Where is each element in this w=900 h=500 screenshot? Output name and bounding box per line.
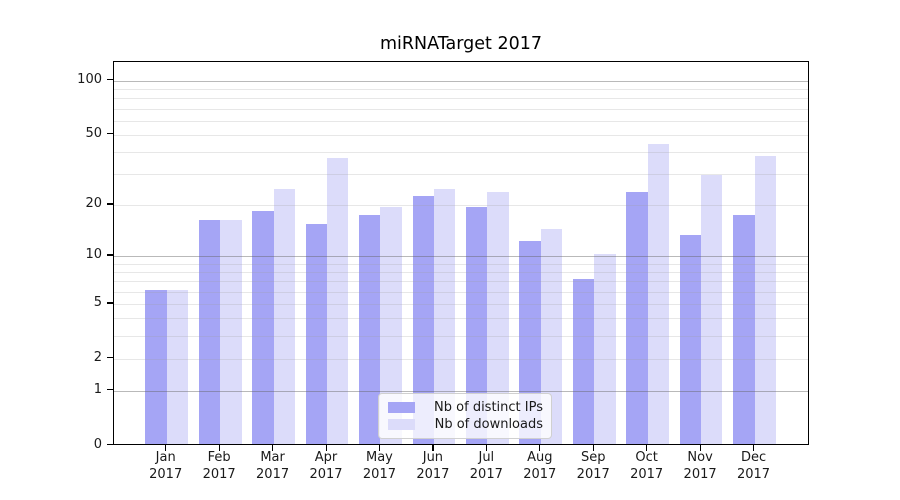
gridline-minor-2 — [114, 358, 808, 360]
gridline-minor-5 — [114, 303, 808, 305]
gridline-minor-50 — [114, 134, 808, 136]
x-axis-tick-nov-2017 — [699, 445, 701, 451]
gridline-major-10 — [114, 255, 808, 257]
chart-title: miRNATarget 2017 — [379, 34, 542, 54]
bar-nb-of-downloads-may-2017 — [380, 206, 402, 444]
bar-nb-of-downloads-sep-2017 — [594, 253, 616, 444]
x-axis-tick-label-feb-2017: Feb 2017 — [202, 450, 236, 482]
gridline-minor-8 — [114, 271, 808, 273]
x-axis-tick-oct-2017 — [646, 445, 648, 451]
gridline-minor-20 — [114, 204, 808, 206]
gridline-minor-4 — [114, 318, 808, 320]
y-axis-tick-label-100: 100 — [77, 71, 102, 87]
bar-nb-of-distinct-ips-mar-2017 — [252, 210, 274, 444]
x-axis-tick-label-mar-2017: Mar 2017 — [256, 450, 290, 482]
gridline-minor-9 — [114, 263, 808, 265]
legend-label-downloads: Nb of downloads — [434, 417, 543, 433]
bar-nb-of-distinct-ips-jan-2017 — [145, 289, 167, 444]
x-axis-tick-label-jan-2017: Jan 2017 — [149, 450, 183, 482]
bar-nb-of-distinct-ips-oct-2017 — [626, 192, 648, 444]
plot-area — [113, 60, 809, 445]
bar-nb-of-downloads-jul-2017 — [487, 192, 509, 444]
grid-layer — [114, 62, 808, 445]
bar-nb-of-downloads-nov-2017 — [701, 174, 723, 444]
x-axis-tick-jun-2017 — [432, 445, 434, 451]
x-axis-tick-aug-2017 — [539, 445, 541, 451]
bar-nb-of-downloads-apr-2017 — [327, 158, 349, 444]
gridline-minor-40 — [114, 151, 808, 153]
y-axis-tick-label-1: 1 — [93, 381, 102, 397]
y-axis-tick-label-2: 2 — [93, 349, 102, 365]
x-axis-tick-dec-2017 — [753, 445, 755, 451]
legend: Nb of distinct IPs Nb of downloads — [378, 393, 552, 439]
x-axis-tick-label-jun-2017: Jun 2017 — [416, 450, 450, 482]
bar-nb-of-distinct-ips-jul-2017 — [465, 206, 488, 444]
legend-swatch-downloads — [388, 419, 415, 431]
y-axis-tick-label-0: 0 — [93, 436, 102, 452]
gridline-minor-6 — [114, 291, 808, 293]
y-axis-tick-0 — [106, 444, 113, 446]
legend-label-distinct-ips: Nb of distinct IPs — [434, 399, 543, 415]
x-axis-tick-jan-2017 — [165, 445, 167, 451]
x-axis-tick-label-may-2017: May 2017 — [362, 450, 396, 482]
bar-nb-of-distinct-ips-jun-2017 — [412, 195, 434, 444]
gridline-major-1 — [114, 390, 808, 392]
bar-nb-of-distinct-ips-feb-2017 — [198, 219, 221, 444]
legend-item-downloads: Nb of downloads — [387, 417, 543, 432]
x-axis-tick-label-jul-2017: Jul 2017 — [469, 450, 503, 482]
y-axis-tick-label-5: 5 — [93, 294, 102, 310]
gridline-minor-30 — [114, 174, 808, 176]
y-axis-tick-20 — [106, 203, 113, 205]
bars-layer — [114, 62, 808, 444]
x-axis-tick-label-dec-2017: Dec 2017 — [736, 450, 771, 482]
y-axis-tick-50 — [106, 133, 113, 135]
gridline-minor-80 — [114, 98, 808, 100]
legend-item-distinct-ips: Nb of distinct IPs — [387, 400, 543, 415]
x-axis-tick-feb-2017 — [218, 445, 220, 451]
y-axis-tick-1 — [106, 389, 113, 391]
y-axis-tick-label-50: 50 — [85, 125, 102, 141]
bar-nb-of-distinct-ips-dec-2017 — [733, 215, 755, 444]
y-axis-tick-2 — [106, 357, 113, 359]
gridline-minor-60 — [114, 120, 808, 122]
x-axis-tick-may-2017 — [378, 445, 381, 451]
x-axis-tick-label-aug-2017: Aug 2017 — [523, 450, 557, 482]
x-axis-tick-label-apr-2017: Apr 2017 — [309, 450, 343, 482]
bar-nb-of-downloads-aug-2017 — [540, 229, 563, 444]
bar-nb-of-distinct-ips-nov-2017 — [679, 234, 702, 444]
y-axis-tick-label-20: 20 — [85, 195, 102, 211]
x-axis-tick-apr-2017 — [325, 445, 327, 451]
legend-swatch-distinct-ips — [388, 401, 415, 413]
x-axis-tick-label-nov-2017: Nov 2017 — [683, 450, 717, 482]
bar-nb-of-distinct-ips-sep-2017 — [572, 279, 595, 444]
bar-nb-of-downloads-feb-2017 — [220, 219, 242, 444]
x-axis-tick-label-sep-2017: Sep 2017 — [576, 450, 610, 482]
x-axis-tick-label-oct-2017: Oct 2017 — [630, 450, 664, 482]
x-axis-tick-jul-2017 — [485, 445, 488, 451]
y-axis-tick-10 — [106, 254, 113, 256]
gridline-minor-70 — [114, 108, 808, 110]
gridline-minor-7 — [114, 281, 808, 283]
y-axis-tick-label-10: 10 — [85, 246, 102, 262]
bar-nb-of-downloads-jan-2017 — [166, 289, 189, 444]
bar-nb-of-downloads-jun-2017 — [433, 189, 456, 444]
bar-nb-of-downloads-dec-2017 — [754, 155, 776, 444]
bar-nb-of-distinct-ips-apr-2017 — [305, 224, 327, 444]
gridline-major-100 — [114, 80, 808, 82]
x-axis-tick-mar-2017 — [272, 445, 274, 451]
bar-nb-of-downloads-oct-2017 — [647, 144, 670, 444]
bar-nb-of-distinct-ips-may-2017 — [359, 215, 381, 444]
x-axis-tick-sep-2017 — [592, 445, 594, 451]
gridline-minor-3 — [114, 335, 808, 337]
y-axis-tick-5 — [106, 302, 113, 304]
y-axis-tick-100 — [106, 79, 113, 81]
bar-nb-of-downloads-mar-2017 — [273, 189, 295, 444]
gridline-minor-90 — [114, 88, 808, 90]
